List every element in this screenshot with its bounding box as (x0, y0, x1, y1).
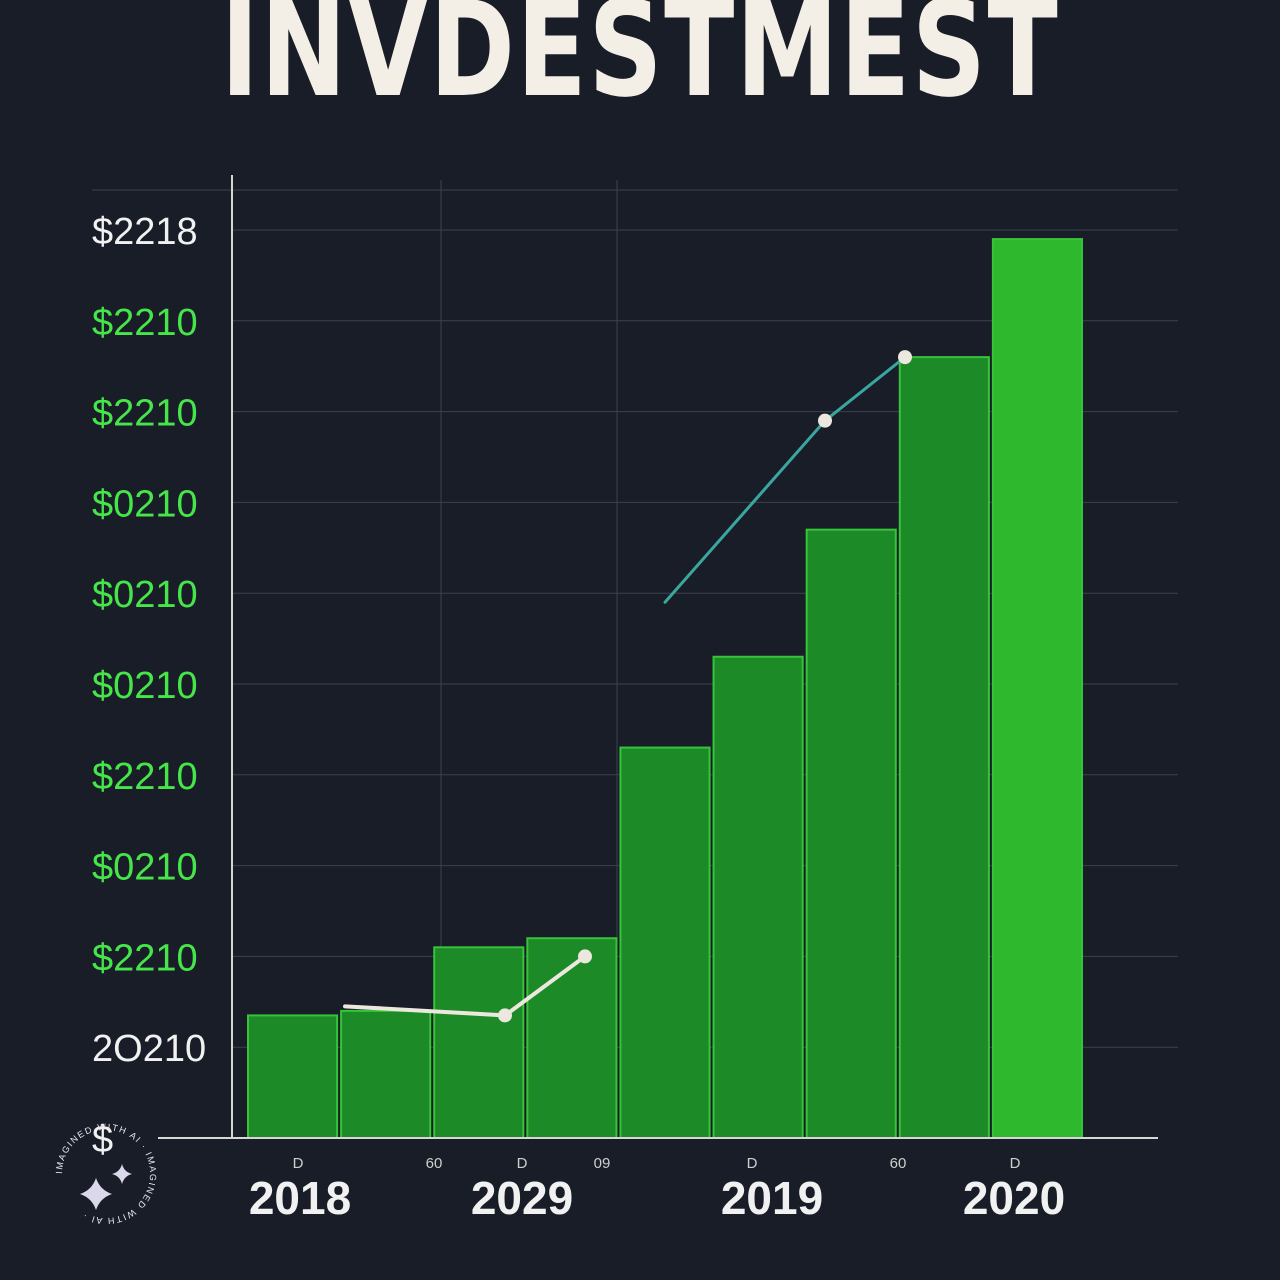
trend-lines (343, 350, 912, 1023)
x-minor-label: D (293, 1155, 304, 1172)
bar (619, 746, 711, 1139)
watermark-text: IMAGINED WITH AI · IMAGINED WITH AI · (54, 1122, 157, 1226)
bar (805, 528, 897, 1139)
bar (712, 655, 804, 1139)
bar (433, 946, 525, 1139)
sparkle-icon (80, 1178, 112, 1210)
ai-watermark-badge: IMAGINED WITH AI · IMAGINED WITH AI · (54, 1122, 158, 1226)
y-tick-label: $2210 (92, 937, 198, 979)
x-minor-label: D (517, 1155, 528, 1172)
y-tick-labels: $2O210 $2210 $0210 $2210 $0210 $0210 $0210 $221… (92, 211, 206, 1161)
chart-title: INVDESTMEST (220, 0, 1060, 127)
x-minor-label: 60 (426, 1155, 443, 1172)
y-tick-label: $ (92, 1119, 113, 1161)
x-tick-label: 2018 (249, 1172, 351, 1224)
bar (340, 1009, 432, 1140)
y-tick-label: $2210 (92, 756, 198, 798)
x-tick-label: 2020 (963, 1172, 1065, 1224)
trend-point (898, 350, 912, 365)
y-tick-label: 2O210 (92, 1028, 206, 1070)
y-tick-label: $0210 (92, 483, 198, 525)
bar (991, 238, 1084, 1139)
y-tick-label: $0210 (92, 847, 198, 889)
sparkle-small-icon (112, 1164, 132, 1184)
svg-text:IMAGINED WITH AI · IMAGINED WI: IMAGINED WITH AI · IMAGINED WITH AI · (54, 1122, 158, 1226)
y-tick-label: $2218 (92, 211, 198, 253)
y-tick-label: $0210 (92, 574, 198, 616)
y-tick-label: $2210 (92, 302, 198, 344)
y-tick-label: $0210 (92, 665, 198, 707)
y-tick-label: $2210 (92, 393, 198, 435)
trend-point (578, 949, 592, 964)
x-tick-label: 2029 (471, 1172, 573, 1224)
x-minor-label: 09 (594, 1155, 611, 1172)
bars (247, 238, 1084, 1140)
bar (898, 356, 990, 1139)
trend-line-early (343, 954, 587, 1018)
x-minor-label: D (747, 1155, 758, 1172)
bar (247, 1014, 339, 1139)
trend-line-late (663, 355, 907, 604)
x-minor-label: 60 (890, 1155, 907, 1172)
x-tick-label: 2019 (721, 1172, 823, 1224)
x-minor-label: D (1010, 1155, 1021, 1172)
axes (158, 175, 1158, 1139)
trend-point (498, 1008, 512, 1023)
trend-point (818, 413, 832, 428)
